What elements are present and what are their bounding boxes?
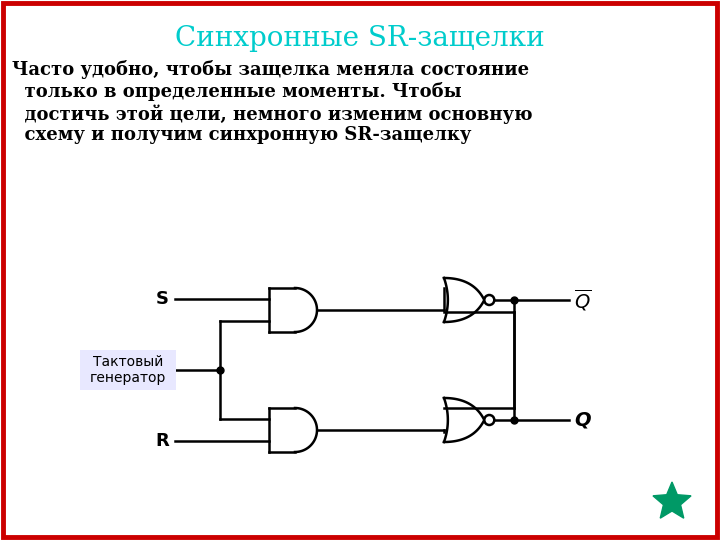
Text: Тактовый
генератор: Тактовый генератор — [90, 355, 166, 385]
FancyBboxPatch shape — [3, 3, 717, 537]
Text: S: S — [156, 290, 169, 308]
Text: $\overline{Q}$: $\overline{Q}$ — [575, 287, 592, 313]
Text: R: R — [156, 432, 169, 450]
Text: достичь этой цели, немного изменим основную: достичь этой цели, немного изменим основ… — [12, 104, 533, 124]
Text: Синхронные SR-защелки: Синхронные SR-защелки — [175, 25, 545, 52]
FancyBboxPatch shape — [80, 350, 176, 390]
Circle shape — [485, 415, 495, 425]
Text: только в определенные моменты. Чтобы: только в определенные моменты. Чтобы — [12, 82, 462, 101]
Text: схему и получим синхронную SR-защелку: схему и получим синхронную SR-защелку — [12, 126, 472, 144]
Text: Q: Q — [575, 410, 591, 429]
Circle shape — [485, 295, 495, 305]
Text: Часто удобно, чтобы защелка меняла состояние: Часто удобно, чтобы защелка меняла состо… — [12, 60, 529, 79]
Polygon shape — [653, 482, 691, 518]
